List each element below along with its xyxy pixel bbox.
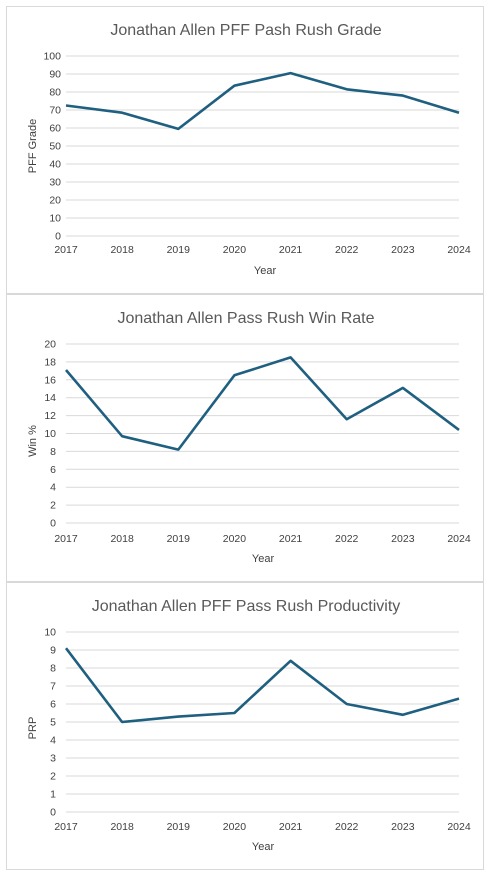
- x-tick-label: 2017: [54, 533, 78, 545]
- y-tick-label: 10: [44, 627, 56, 639]
- x-tick-label: 2017: [54, 244, 78, 256]
- x-tick-label: 2022: [335, 533, 359, 545]
- x-tick-labels: 2017 2018 2019 2020 2021 2022 2023 2024: [54, 244, 471, 256]
- y-tick-label: 30: [49, 177, 61, 189]
- y-tick-label: 70: [49, 105, 61, 117]
- x-tick-label: 2018: [110, 533, 134, 545]
- x-tick-label: 2017: [54, 821, 78, 833]
- y-tick-label: 50: [49, 141, 61, 153]
- y-tick-label: 20: [44, 339, 56, 351]
- x-tick-label: 2021: [279, 244, 303, 256]
- y-tick-label: 0: [55, 231, 61, 243]
- y-axis-title: PFF Grade: [27, 119, 39, 173]
- chart-title: Jonathan Allen PFF Pash Rush Grade: [110, 22, 381, 39]
- chart-svg: Jonathan Allen PFF Pass Rush Productivit…: [27, 598, 471, 853]
- y-tick-label: 7: [50, 681, 56, 693]
- y-tick-label: 80: [49, 87, 61, 99]
- y-tick-label: 0: [50, 518, 56, 530]
- chart-title: Jonathan Allen PFF Pass Rush Productivit…: [92, 598, 401, 615]
- series-line: [64, 647, 460, 724]
- x-tick-label: 2020: [223, 244, 247, 256]
- y-tick-label: 4: [50, 735, 56, 747]
- series-line: [65, 71, 460, 131]
- chart-svg: Jonathan Allen PFF Pash Rush Grade 0 10 20…: [27, 22, 471, 277]
- x-tick-label: 2022: [335, 821, 359, 833]
- y-tick-label: 2: [50, 771, 56, 783]
- y-axis-title: PRP: [27, 717, 39, 740]
- x-tick-labels: 2017 2018 2019 2020 2021 2022 2023 2024: [54, 533, 471, 545]
- chart-pass-rush-grade: Jonathan Allen PFF Pash Rush Grade 0 10 20…: [6, 6, 484, 294]
- y-tick-label: 90: [49, 69, 61, 81]
- x-tick-label: 2020: [223, 821, 247, 833]
- y-tick-label: 10: [44, 428, 56, 440]
- y-tick-label: 8: [50, 446, 56, 458]
- gridlines: [66, 55, 459, 237]
- y-tick-label: 20: [49, 195, 61, 207]
- x-tick-label: 2019: [167, 533, 191, 545]
- chart-pass-rush-win-rate: Jonathan Allen Pass Rush Win Rate 0 2 4 6 8 1…: [6, 294, 484, 582]
- y-tick-label: 18: [44, 356, 56, 368]
- chart-title: Jonathan Allen Pass Rush Win Rate: [117, 310, 374, 327]
- y-tick-label: 5: [50, 717, 56, 729]
- y-tick-label: 6: [50, 699, 56, 711]
- x-tick-label: 2024: [447, 533, 471, 545]
- y-tick-label: 4: [50, 482, 56, 494]
- y-tick-label: 14: [44, 392, 56, 404]
- y-tick-label: 3: [50, 753, 56, 765]
- y-tick-labels: 0 2 4 6 8 10 12 14 16 18 20: [44, 339, 56, 530]
- y-tick-labels: 0 10 20 30 40 50 60 70 80 90 100: [43, 51, 61, 243]
- x-tick-label: 2021: [279, 533, 303, 545]
- y-tick-label: 1: [50, 789, 56, 801]
- x-tick-label: 2024: [447, 821, 471, 833]
- y-tick-label: 6: [50, 464, 56, 476]
- y-tick-label: 100: [43, 51, 61, 63]
- x-tick-label: 2018: [110, 821, 134, 833]
- chart-pass-rush-productivity: Jonathan Allen PFF Pass Rush Productivit…: [6, 582, 484, 870]
- y-tick-label: 60: [49, 123, 61, 135]
- y-axis-title: Win %: [27, 425, 39, 457]
- x-axis-title: Year: [254, 265, 277, 277]
- y-tick-label: 16: [44, 374, 56, 386]
- x-tick-label: 2023: [391, 821, 415, 833]
- x-tick-label: 2021: [279, 821, 303, 833]
- y-tick-label: 9: [50, 645, 56, 657]
- chart-svg: Jonathan Allen Pass Rush Win Rate 0 2 4 6 8 1…: [27, 310, 471, 565]
- x-tick-label: 2023: [391, 533, 415, 545]
- y-tick-label: 2: [50, 500, 56, 512]
- y-tick-label: 10: [49, 213, 61, 225]
- y-tick-label: 8: [50, 663, 56, 675]
- gridlines: [66, 343, 459, 524]
- x-tick-labels: 2017 2018 2019 2020 2021 2022 2023 2024: [54, 821, 471, 833]
- y-tick-labels: 0 1 2 3 4 5 6 7 8 9 10: [44, 627, 56, 819]
- x-tick-label: 2018: [110, 244, 134, 256]
- x-tick-label: 2020: [223, 533, 247, 545]
- series-line: [65, 356, 460, 451]
- y-tick-label: 12: [44, 410, 56, 422]
- x-axis-title: Year: [252, 841, 275, 853]
- y-tick-label: 40: [49, 159, 61, 171]
- x-tick-label: 2019: [167, 244, 191, 256]
- x-axis-title: Year: [252, 553, 275, 565]
- y-tick-label: 0: [50, 807, 56, 819]
- x-tick-label: 2024: [447, 244, 471, 256]
- x-tick-label: 2019: [167, 821, 191, 833]
- x-tick-label: 2023: [391, 244, 415, 256]
- x-tick-label: 2022: [335, 244, 359, 256]
